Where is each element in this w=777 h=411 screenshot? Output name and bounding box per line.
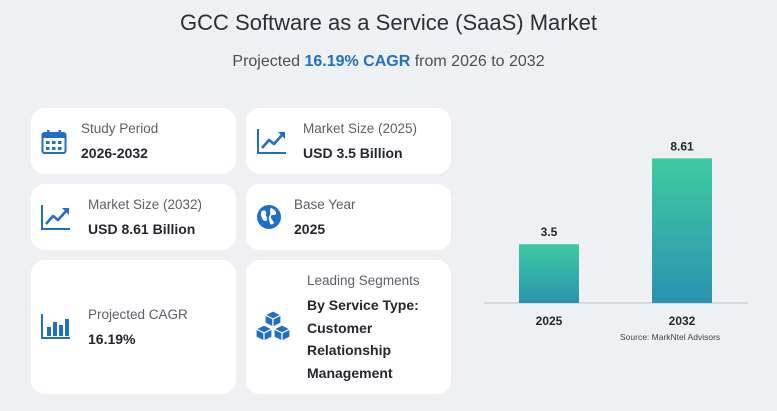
x-tick-label-2032: 2032: [669, 314, 696, 328]
leading-segments-value: By Service Type: Customer Relationship M…: [307, 294, 419, 384]
market-size-2032-card: Market Size (2032) USD 8.61 Billion: [31, 184, 236, 250]
base-year-label: Base Year: [294, 197, 356, 212]
leading-segments-card: Leading Segments By Service Type: Custom…: [246, 260, 451, 394]
projected-cagr-value: 16.19%: [88, 331, 136, 347]
segment-line: Relationship: [307, 342, 392, 358]
page-subtitle: Projected 16.19% CAGR from 2026 to 2032: [0, 53, 777, 71]
projected-cagr-card: Projected CAGR 16.19%: [31, 260, 236, 394]
cubes-icon: [255, 310, 291, 342]
segment-line: Customer: [307, 319, 373, 336]
segment-line: Management: [307, 364, 393, 381]
bar-2032: [652, 158, 712, 303]
chart-source: Source: MarkNtel Advisors: [620, 332, 721, 342]
globe-icon: [257, 205, 281, 229]
trend-up-icon: [41, 205, 70, 230]
base-year-value: 2025: [294, 221, 326, 237]
subtitle-suffix: from 2026 to 2032: [410, 53, 545, 70]
market-size-2025-value: USD 3.5 Billion: [303, 145, 403, 161]
study-period-value: 2026-2032: [81, 145, 148, 161]
market-size-2032-label: Market Size (2032): [88, 197, 203, 212]
leading-segments-label: Leading Segments: [307, 273, 420, 288]
market-size-2025-card: Market Size (2025) USD 3.5 Billion: [246, 108, 451, 174]
study-period-label: Study Period: [81, 121, 159, 136]
data-label-2025: 3.5: [541, 225, 558, 239]
page-title: GCC Software as a Service (SaaS) Market: [180, 10, 597, 35]
x-tick-label-2025: 2025: [536, 314, 563, 328]
projected-cagr-label: Projected CAGR: [88, 307, 188, 322]
trend-up-icon: [257, 129, 286, 154]
market-size-2032-value: USD 8.61 Billion: [88, 221, 196, 237]
subtitle-prefix: Projected: [232, 53, 305, 70]
market-size-2025-label: Market Size (2025): [303, 121, 418, 136]
market-size-bar-chart: 3.5 2025 8.61 2032: [484, 139, 748, 328]
subtitle-highlight: 16.19% CAGR: [304, 53, 411, 70]
data-label-2032: 8.61: [670, 139, 694, 153]
bar-2025: [519, 244, 579, 303]
bar-chart-icon: [41, 314, 70, 339]
study-period-card: Study Period 2026-2032: [31, 108, 236, 174]
segment-line: By Service Type:: [307, 297, 419, 313]
base-year-card: Base Year 2025: [246, 184, 451, 250]
calendar-icon: [41, 130, 67, 154]
